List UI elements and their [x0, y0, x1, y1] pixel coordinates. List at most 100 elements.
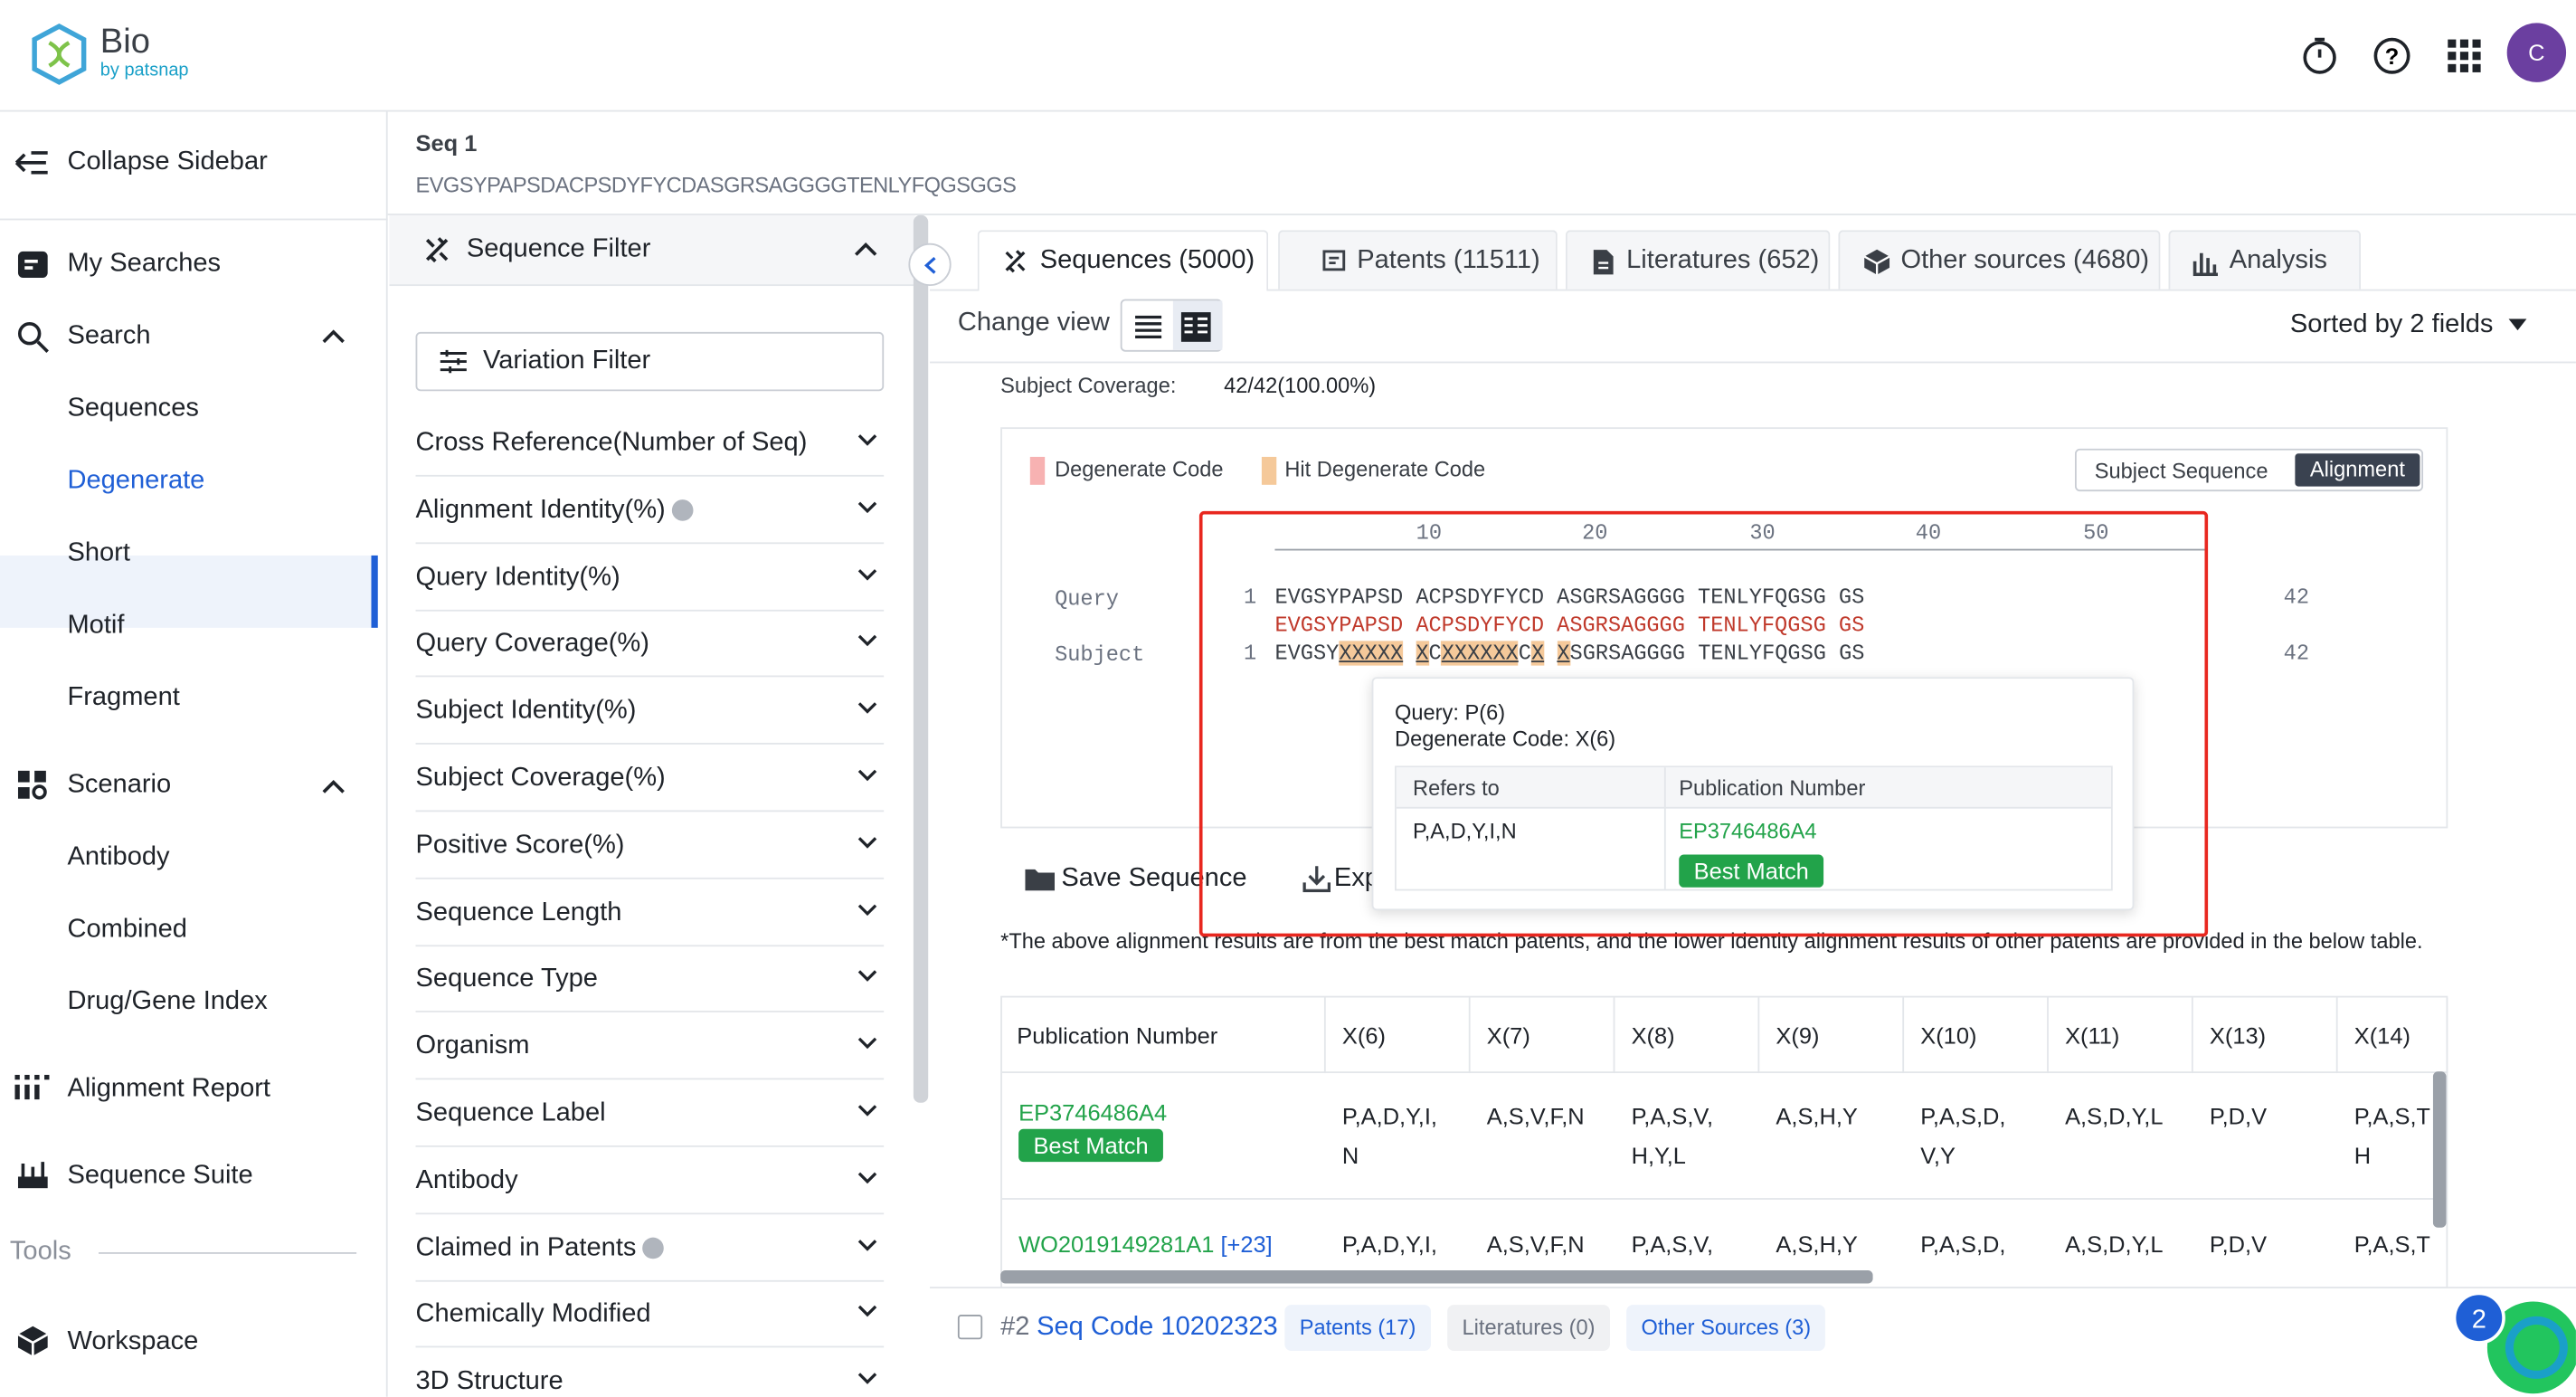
sidebar-item-workspace[interactable]: Workspace	[67, 1328, 198, 1358]
alignment-report-icon	[14, 1075, 51, 1101]
table-pub-link[interactable]: EP3746486A4	[1002, 1093, 1167, 1133]
chevron-down-icon[interactable]	[857, 1373, 877, 1386]
filter-item-label: Organism	[416, 1032, 530, 1060]
chevron-down-icon[interactable]	[857, 568, 877, 582]
filter-sliders-icon	[439, 348, 469, 375]
filter-header[interactable]: Sequence Filter	[389, 215, 914, 286]
timer-icon[interactable]	[2300, 36, 2340, 76]
tab-patents[interactable]: Patents (11511)	[1278, 230, 1558, 289]
info-icon[interactable]	[672, 499, 694, 521]
filter-item-label: Subject Coverage(%)	[416, 765, 666, 793]
table-cell: A,S,D,Y,L	[2049, 1224, 2164, 1264]
view-toggle	[1121, 299, 1223, 352]
chevron-down-icon[interactable]	[857, 903, 877, 917]
sidebar-item-search[interactable]: Search	[67, 322, 150, 352]
select-checkbox[interactable]	[958, 1315, 982, 1339]
my-searches-icon	[16, 248, 49, 280]
tab-sequences[interactable]: Sequences (5000)	[978, 230, 1268, 290]
notification-badge[interactable]: 2	[2453, 1292, 2505, 1345]
caret-down-icon[interactable]	[2508, 318, 2526, 330]
filter-item[interactable]: Antibody	[416, 1148, 885, 1214]
chevron-down-icon[interactable]	[857, 1105, 877, 1118]
seq-code-link[interactable]: Seq Code 10202323	[1037, 1313, 1278, 1343]
more-link[interactable]: [+23]	[1220, 1231, 1272, 1257]
sidebar-item-scenario[interactable]: Scenario	[67, 771, 171, 801]
chevron-down-icon[interactable]	[857, 1306, 877, 1319]
chevron-up-icon[interactable]	[854, 242, 876, 256]
collapse-icon[interactable]	[14, 147, 51, 177]
patents-pill[interactable]: Patents (17)	[1284, 1305, 1430, 1351]
filter-item[interactable]: Sequence Label	[416, 1081, 885, 1147]
info-icon[interactable]	[643, 1237, 665, 1259]
help-icon[interactable]: ?	[2372, 36, 2412, 76]
filter-item[interactable]: 3D Structure	[416, 1350, 885, 1397]
chevron-up-icon[interactable]	[322, 328, 345, 343]
filter-item[interactable]: Query Coverage(%)	[416, 612, 885, 678]
chevron-down-icon[interactable]	[857, 1172, 877, 1185]
chevron-down-icon[interactable]	[857, 635, 877, 649]
card-view-icon[interactable]	[1179, 310, 1212, 343]
chevron-down-icon[interactable]	[857, 1239, 877, 1252]
filter-item[interactable]: Alignment Identity(%)	[416, 478, 885, 544]
literatures-pill[interactable]: Literatures (0)	[1447, 1305, 1610, 1351]
filter-item[interactable]: Sequence Type	[416, 947, 885, 1013]
bio-logo-icon	[30, 23, 89, 85]
variation-filter-button[interactable]: Variation Filter	[416, 332, 885, 391]
filter-item[interactable]: Cross Reference(Number of Seq)	[416, 411, 885, 477]
filter-item[interactable]: Sequence Length	[416, 880, 885, 946]
alignment-toggle[interactable]: Alignment	[2295, 453, 2420, 486]
chevron-down-icon[interactable]	[857, 970, 877, 984]
chevron-down-icon[interactable]	[857, 1037, 877, 1050]
sidebar-item-alignment-report[interactable]: Alignment Report	[67, 1075, 270, 1105]
tab-literatures[interactable]: Literatures (652)	[1566, 230, 1830, 289]
sidebar-item-combined[interactable]: Combined	[67, 916, 186, 946]
table-h-scrollbar[interactable]	[1000, 1270, 1872, 1284]
filter-title: Sequence Filter	[467, 235, 651, 265]
table-pub-link[interactable]: WO2019149281A1 [+23]	[1002, 1224, 1273, 1264]
document-icon	[1592, 248, 1615, 276]
user-avatar[interactable]: C	[2507, 23, 2566, 81]
sidebar-item-fragment[interactable]: Fragment	[67, 684, 179, 714]
chevron-down-icon[interactable]	[857, 702, 877, 716]
tab-other-sources[interactable]: Other sources (4680)	[1838, 230, 2160, 289]
sidebar-item-short[interactable]: Short	[67, 539, 129, 569]
filter-item[interactable]: Query Identity(%)	[416, 545, 885, 611]
table-header-cell: X(9)	[1759, 997, 1904, 1073]
folder-icon	[1025, 866, 1055, 890]
table-v-scrollbar[interactable]	[2433, 1071, 2447, 1228]
filter-item[interactable]: Claimed in Patents	[416, 1215, 885, 1281]
filter-item[interactable]: Organism	[416, 1014, 885, 1080]
collapse-sidebar[interactable]: Collapse Sidebar	[67, 147, 267, 177]
filter-item-label: Query Coverage(%)	[416, 630, 649, 658]
filter-scrollbar[interactable]	[914, 215, 928, 1103]
tools-section-label: Tools	[10, 1238, 71, 1268]
coverage-label: Subject Coverage:	[1000, 373, 1176, 397]
sidebar-item-degenerate[interactable]: Degenerate	[67, 467, 204, 497]
filter-item[interactable]: Positive Score(%)	[416, 813, 885, 879]
filter-item[interactable]: Chemically Modified	[416, 1282, 885, 1348]
coverage-value: 42/42(100.00%)	[1224, 373, 1376, 397]
filter-item-label: Cross Reference(Number of Seq)	[416, 429, 808, 457]
chevron-up-icon[interactable]	[322, 779, 345, 794]
sidebar-item-my-searches[interactable]: My Searches	[67, 250, 221, 280]
table-cell: P,D,V	[2193, 1096, 2267, 1136]
sidebar-item-antibody[interactable]: Antibody	[67, 843, 169, 873]
subject-sequence-toggle[interactable]: Subject Sequence	[2095, 459, 2268, 483]
other-sources-pill[interactable]: Other Sources (3)	[1626, 1305, 1825, 1351]
legend-degenerate: Degenerate Code	[1055, 457, 1223, 481]
sort-dropdown[interactable]: Sorted by 2 fields	[2290, 310, 2494, 340]
sidebar-item-sequence-suite[interactable]: Sequence Suite	[67, 1162, 252, 1192]
filter-item[interactable]: Subject Coverage(%)	[416, 746, 885, 813]
tab-analysis[interactable]: Analysis	[2169, 230, 2362, 289]
chevron-down-icon[interactable]	[857, 769, 877, 783]
apps-grid-icon[interactable]	[2445, 36, 2485, 76]
sidebar-item-motif[interactable]: Motif	[67, 612, 124, 641]
collapse-filter-button[interactable]	[908, 243, 951, 286]
sidebar-item-sequences[interactable]: Sequences	[67, 394, 198, 424]
chevron-down-icon[interactable]	[857, 501, 877, 515]
chevron-down-icon[interactable]	[857, 836, 877, 850]
filter-item[interactable]: Subject Identity(%)	[416, 679, 885, 745]
chevron-down-icon[interactable]	[857, 434, 877, 448]
list-view-icon[interactable]	[1133, 314, 1163, 340]
sidebar-item-drug-gene-index[interactable]: Drug/Gene Index	[67, 988, 267, 1018]
